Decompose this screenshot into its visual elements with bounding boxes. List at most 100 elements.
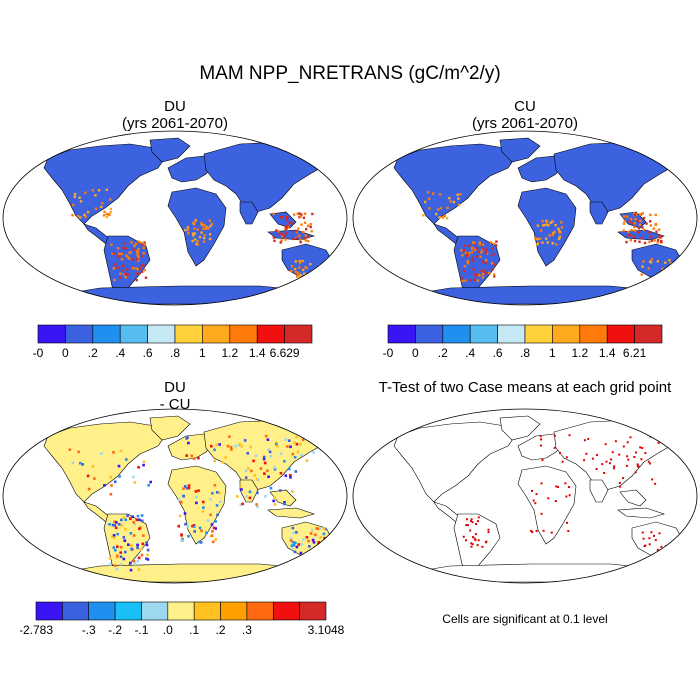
grid-cell	[632, 222, 635, 225]
significant-cell	[656, 548, 659, 551]
significant-cell	[605, 460, 608, 463]
grid-cell	[190, 454, 193, 458]
grid-cell	[116, 545, 119, 548]
grid-cell	[86, 211, 90, 214]
grid-cell	[213, 459, 216, 463]
grid-cell	[317, 541, 320, 544]
grid-cell	[492, 253, 495, 256]
grid-cell	[649, 220, 652, 223]
grid-cell	[546, 241, 549, 244]
grid-cell	[264, 434, 268, 438]
grid-cell	[114, 526, 118, 530]
grid-cell	[200, 529, 203, 533]
grid-cell	[654, 213, 657, 217]
grid-cell	[113, 480, 117, 484]
grid-cell	[639, 219, 642, 223]
grid-cell	[201, 510, 205, 513]
grid-cell	[303, 553, 307, 557]
grid-cell	[320, 268, 323, 272]
grid-cell	[441, 216, 445, 219]
grid-cell	[473, 242, 476, 246]
grid-cell	[229, 446, 233, 449]
grid-cell	[111, 535, 114, 539]
grid-cell	[126, 268, 129, 271]
grid-cell	[119, 272, 122, 275]
grid-cell	[180, 533, 183, 536]
grid-cell	[484, 248, 488, 252]
grid-cell	[288, 221, 291, 224]
significant-cell	[539, 444, 542, 447]
grid-cell	[266, 438, 270, 441]
grid-cell	[486, 252, 489, 255]
grid-cell	[266, 469, 269, 472]
grid-cell	[317, 527, 321, 531]
grid-cell	[545, 221, 549, 224]
significant-cell	[644, 452, 647, 454]
grid-cell	[288, 439, 291, 442]
grid-cell	[137, 466, 140, 469]
grid-cell	[248, 496, 252, 500]
grid-cell	[656, 260, 659, 263]
grid-cell	[536, 237, 539, 241]
grid-cell	[91, 465, 95, 468]
grid-cell	[109, 475, 112, 479]
grid-cell	[211, 492, 214, 495]
grid-cell	[137, 256, 140, 259]
grid-cell	[112, 546, 116, 549]
grid-cell	[276, 444, 279, 448]
grid-cell	[281, 235, 284, 238]
grid-cell	[658, 236, 661, 240]
significant-cell	[636, 463, 639, 466]
grid-cell	[118, 475, 121, 478]
grid-cell	[122, 246, 125, 250]
grid-cell	[327, 543, 331, 547]
grid-cell	[462, 269, 466, 273]
grid-cell	[287, 467, 291, 471]
grid-cell	[295, 545, 299, 549]
grid-cell	[133, 244, 136, 248]
grid-cell	[290, 544, 294, 547]
land-india	[239, 201, 259, 225]
grid-cell	[116, 532, 119, 536]
grid-cell	[129, 532, 133, 535]
grid-cell	[286, 445, 289, 448]
significant-cell	[554, 500, 557, 502]
significant-cell	[583, 439, 586, 442]
grid-cell	[302, 538, 305, 541]
significant-cell	[561, 460, 564, 463]
grid-cell	[120, 518, 123, 522]
significant-cell	[474, 533, 477, 536]
grid-cell	[115, 556, 119, 559]
grid-cell	[187, 232, 190, 235]
grid-cell	[287, 226, 290, 229]
map-border	[352, 408, 698, 584]
significant-cell	[530, 529, 533, 532]
grid-cell	[279, 452, 283, 455]
land-indonesia	[617, 507, 666, 519]
grid-cell	[653, 239, 656, 242]
significant-cell	[611, 451, 614, 454]
grid-cell	[138, 527, 141, 531]
grid-cell	[279, 241, 282, 244]
grid-cell	[124, 272, 127, 275]
land-north-america	[393, 143, 516, 225]
grid-cell	[117, 464, 121, 468]
grid-cell	[192, 525, 196, 528]
grid-cell	[130, 241, 133, 244]
grid-cell	[272, 236, 276, 239]
significant-cell	[644, 544, 647, 547]
grid-cell	[237, 444, 241, 447]
grid-cell	[86, 474, 90, 478]
grid-cell	[481, 243, 485, 246]
significant-cell	[470, 520, 473, 522]
significant-cell	[481, 545, 484, 548]
grid-cell	[293, 441, 296, 444]
grid-cell	[119, 546, 123, 549]
grid-cell	[130, 547, 133, 551]
significant-cell	[595, 468, 598, 470]
land-greenland	[149, 415, 191, 441]
grid-cell	[284, 238, 287, 241]
significant-cell	[583, 459, 586, 462]
grid-cell	[97, 189, 101, 192]
grid-cell	[132, 534, 136, 537]
